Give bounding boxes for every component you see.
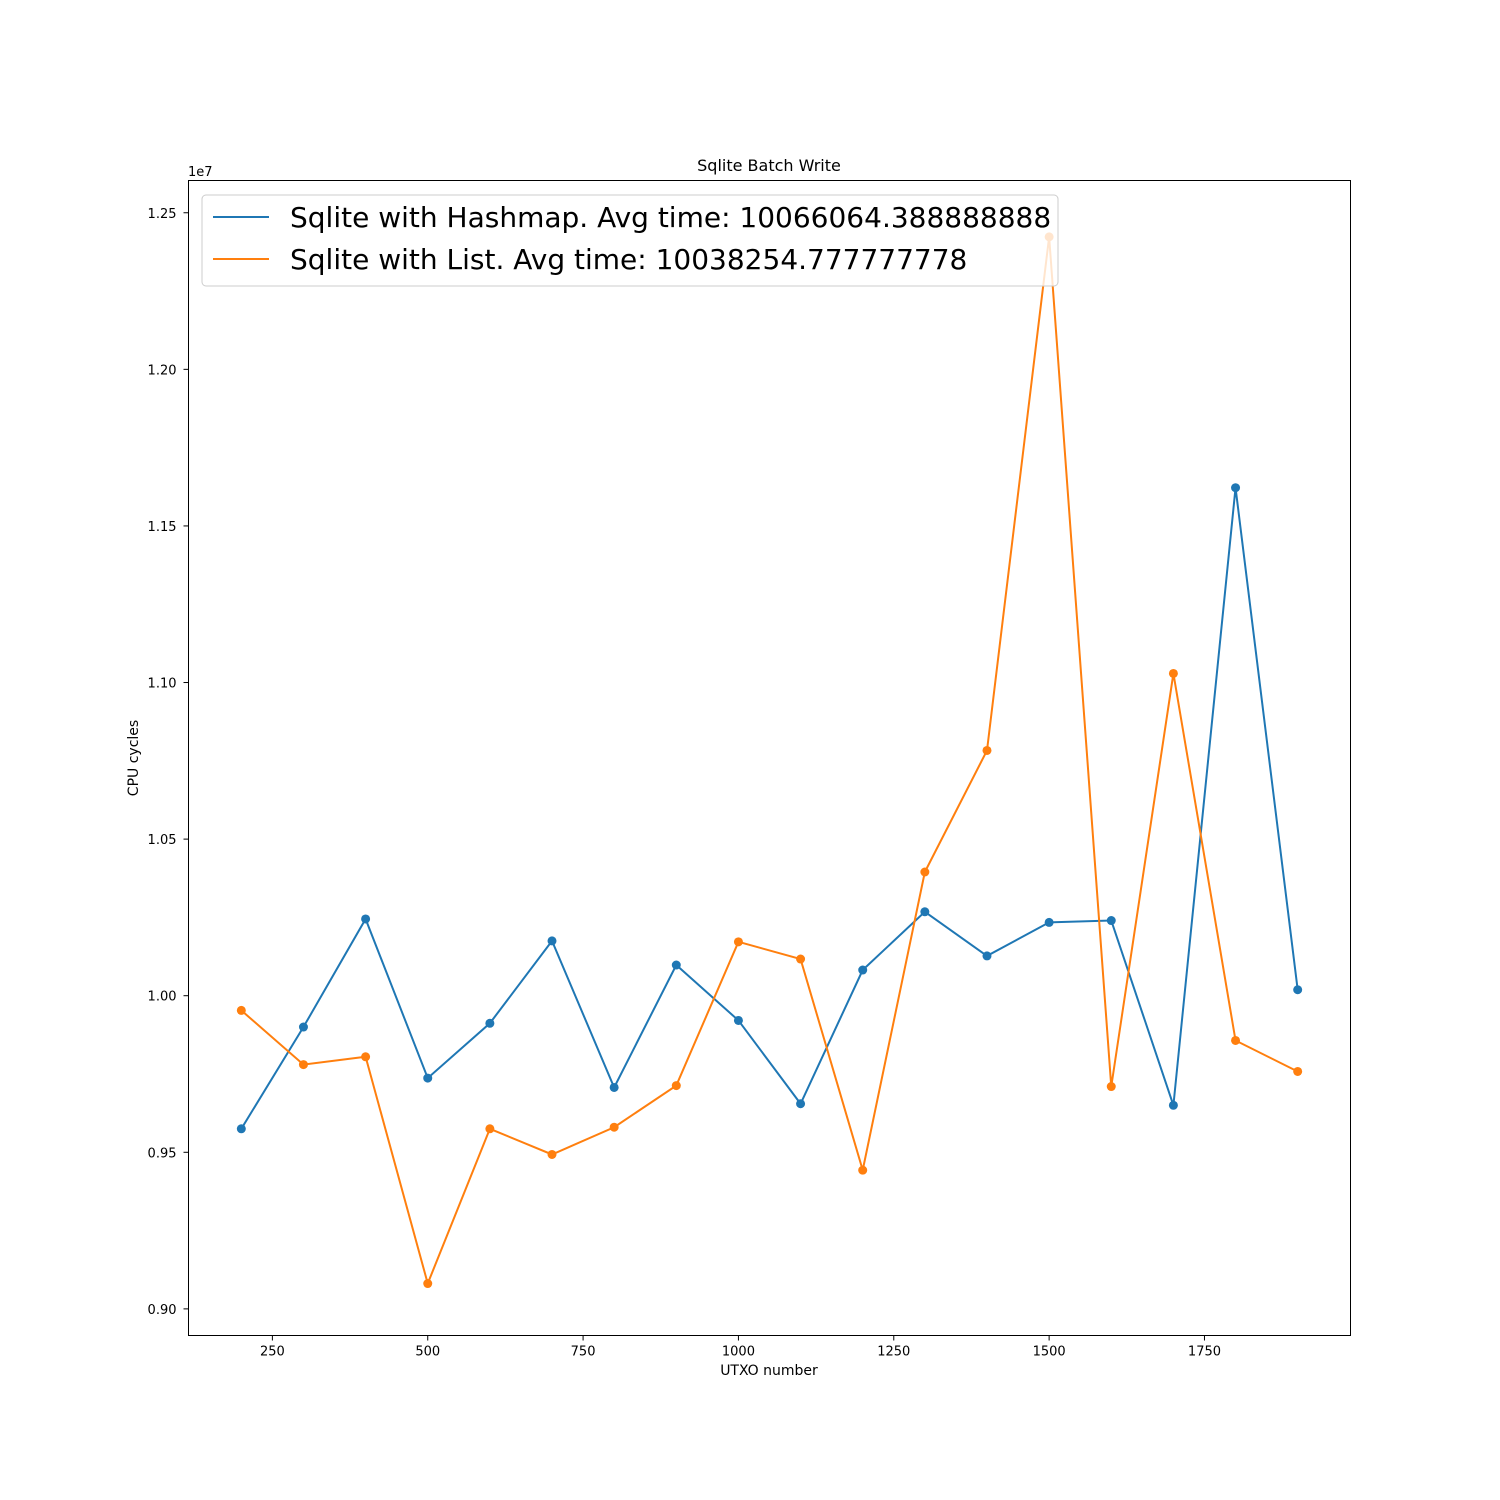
data-point xyxy=(1168,668,1178,678)
y-offset-text: 1e7 xyxy=(188,165,213,180)
legend: Sqlite with Hashmap. Avg time: 10066064.… xyxy=(201,194,1059,287)
data-point xyxy=(609,1082,619,1092)
data-point xyxy=(236,1124,246,1134)
data-point xyxy=(920,867,930,877)
data-point xyxy=(298,1060,308,1070)
y-tick-label: 1.15 xyxy=(148,520,177,535)
plot-area-frame xyxy=(188,180,1351,1336)
data-point xyxy=(1106,916,1116,926)
y-tick-label: 1.20 xyxy=(148,363,177,378)
x-axis: 250 500 750 1000 1250 1500 1750 xyxy=(260,1335,1221,1360)
data-point xyxy=(1106,1082,1116,1092)
legend-label: Sqlite with List. Avg time: 10038254.777… xyxy=(290,243,967,276)
data-point xyxy=(1231,1035,1241,1045)
y-tick-label: 1.00 xyxy=(148,990,177,1005)
data-point xyxy=(361,1052,371,1062)
data-point xyxy=(1044,917,1054,927)
y-tick-label: 1.05 xyxy=(148,833,177,848)
x-tick-label: 750 xyxy=(571,1345,596,1360)
data-point xyxy=(361,914,371,924)
y-tick-label: 1.25 xyxy=(148,207,177,222)
x-tick-label: 1750 xyxy=(1188,1345,1221,1360)
data-point xyxy=(1293,1066,1303,1076)
y-tick-label: 1.10 xyxy=(148,677,177,692)
x-axis-label: UTXO number xyxy=(720,1363,818,1379)
data-point xyxy=(423,1279,433,1289)
data-point xyxy=(858,965,868,975)
chart-title: Sqlite Batch Write xyxy=(697,156,841,175)
x-tick-label: 1500 xyxy=(1033,1345,1066,1360)
data-point xyxy=(733,1015,743,1025)
series-line-2 xyxy=(240,236,1299,1287)
data-point xyxy=(485,1018,495,1028)
x-tick-label: 1000 xyxy=(722,1345,755,1360)
data-point xyxy=(858,1165,868,1175)
data-point xyxy=(1231,483,1241,493)
legend-box xyxy=(201,194,1059,287)
data-point xyxy=(485,1124,495,1134)
data-point xyxy=(796,1099,806,1109)
plot-series-layer xyxy=(236,232,1303,1289)
y-tick-label: 0.95 xyxy=(148,1146,177,1161)
data-point xyxy=(547,1149,557,1159)
y-axis-label: CPU cycles xyxy=(126,720,142,796)
x-tick-label: 250 xyxy=(260,1345,285,1360)
data-point xyxy=(671,960,681,970)
data-point xyxy=(671,1081,681,1091)
data-point xyxy=(1168,1100,1178,1110)
data-point xyxy=(423,1073,433,1083)
data-point xyxy=(547,936,557,946)
legend-label: Sqlite with Hashmap. Avg time: 10066064.… xyxy=(290,201,1051,234)
series-line-1 xyxy=(240,487,1299,1130)
y-axis: 0.90 0.95 1.00 1.05 1.10 1.15 1.20 1.25 xyxy=(148,207,189,1318)
x-tick-label: 1250 xyxy=(877,1345,910,1360)
x-tick-label: 500 xyxy=(415,1345,440,1360)
data-point xyxy=(1293,985,1303,995)
data-point xyxy=(733,937,743,947)
y-tick-label: 0.90 xyxy=(148,1303,177,1318)
data-point xyxy=(298,1022,308,1032)
data-point xyxy=(920,907,930,917)
data-point xyxy=(236,1005,246,1015)
data-point xyxy=(609,1122,619,1132)
data-point xyxy=(796,954,806,964)
data-point xyxy=(982,745,992,755)
data-point xyxy=(982,951,992,961)
